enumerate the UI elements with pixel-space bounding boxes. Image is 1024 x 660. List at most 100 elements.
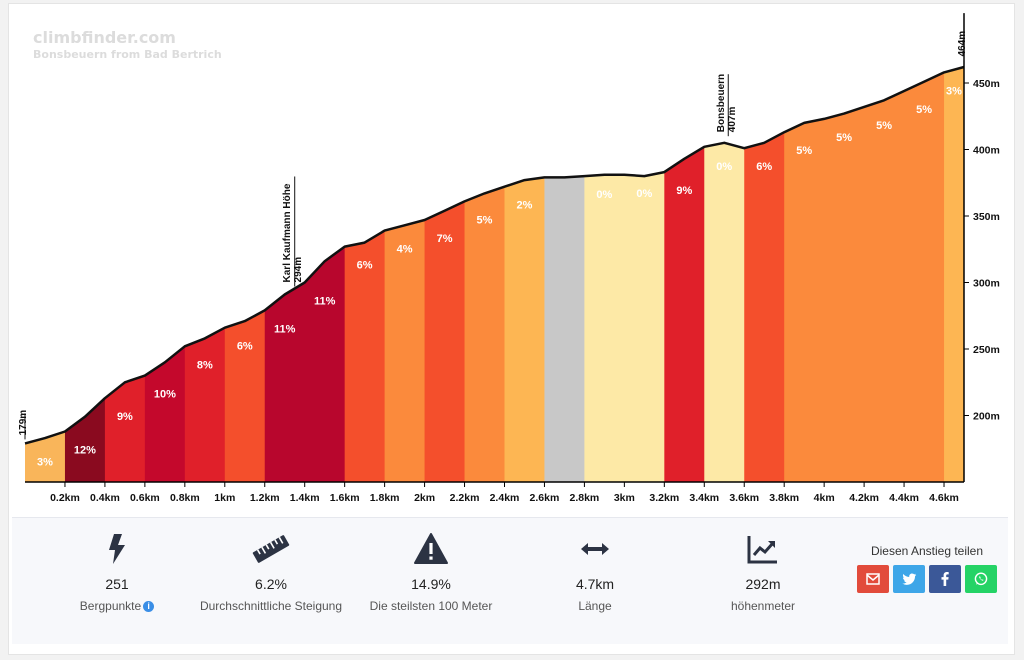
y-tick-label: 350m	[973, 211, 1000, 223]
gradient-label: 6%	[756, 161, 772, 173]
profile-line	[24, 65, 965, 445]
facebook-icon	[941, 572, 949, 586]
watermark-site: climbfinder.com	[33, 28, 176, 47]
stat-elevation-gain: 292m höhenmeter	[688, 532, 838, 615]
info-icon[interactable]: i	[143, 601, 155, 612]
gradient-segment	[824, 67, 865, 482]
gradient-segment	[624, 67, 665, 482]
gradient-segment	[864, 67, 905, 482]
gradient-label: 11%	[314, 296, 336, 308]
bolt-icon	[109, 534, 125, 564]
stat-length: 4.7km Länge	[520, 532, 670, 615]
gradient-label: 6%	[357, 260, 373, 272]
stat-label: Länge	[578, 599, 612, 613]
gradient-segment	[664, 67, 705, 482]
gradient-label: 9%	[117, 411, 133, 423]
x-tick-label: 0.8km	[170, 492, 200, 504]
watermark-subtitle: Bonsbeuern from Bad Bertrich	[33, 48, 222, 61]
x-tick-label: 3.2km	[649, 492, 679, 504]
x-tick-label: 0.2km	[50, 492, 80, 504]
gradient-segment	[224, 67, 266, 482]
gradient-segment	[784, 67, 825, 482]
x-tick-label: 0.6km	[130, 492, 160, 504]
y-tick-label: 400m	[973, 145, 1000, 157]
gradient-segment	[464, 67, 506, 482]
annotation-label: 464m	[957, 31, 968, 57]
elevation-profile-chart: 3% 12% 9% 10% 8% 6% 11% 11% 6% 4% 7% 5% 2% 0% 0% 9% 0% 6%…	[18, 13, 1000, 504]
y-tick-label: 250m	[973, 344, 1000, 356]
share-whatsapp-button[interactable]	[965, 565, 997, 593]
x-tick-label: 3.6km	[729, 492, 759, 504]
gradient-segment	[944, 67, 964, 482]
stat-bergpunkte: 251 Bergpunkte i	[42, 532, 192, 615]
x-tick-label: 1.8km	[370, 492, 400, 504]
annotation-label: Karl Kaufmann Höhe	[282, 183, 293, 282]
gradient-label: 12%	[74, 444, 96, 456]
x-tick-label: 2.2km	[450, 492, 480, 504]
gradient-label: 5%	[796, 145, 812, 157]
gradient-label: 8%	[197, 359, 213, 371]
x-tick-label: 2.6km	[530, 492, 560, 504]
gradient-segment	[144, 67, 186, 482]
x-tick-label: 3km	[614, 492, 635, 504]
annotation-label: 294m	[293, 257, 304, 283]
x-tick-label: 4km	[814, 492, 835, 504]
stat-value: 4.7km	[575, 576, 615, 592]
gradient-label: 0%	[596, 189, 612, 201]
gradient-label: 5%	[477, 214, 493, 226]
gradient-segment	[904, 67, 945, 482]
gradient-label: 11%	[274, 323, 296, 335]
gradient-label: 9%	[676, 185, 692, 197]
gradient-segment	[64, 67, 106, 482]
y-tick-label: 450m	[973, 78, 1000, 90]
stat-value: 292m	[745, 576, 781, 592]
x-tick-label: 4.2km	[849, 492, 879, 504]
share-section: Diesen Anstieg teilen	[852, 544, 1002, 593]
share-email-button[interactable]	[857, 565, 889, 593]
arrows-horizontal-icon	[581, 543, 609, 555]
stat-value: 14.9%	[411, 576, 451, 592]
stat-label: Bergpunkte	[79, 599, 142, 613]
stat-value: 251	[105, 576, 129, 592]
stat-label: Die steilsten 100 Meter	[369, 599, 493, 613]
x-tick-label: 2.4km	[490, 492, 520, 504]
share-facebook-button[interactable]	[929, 565, 961, 593]
share-twitter-button[interactable]	[893, 565, 925, 593]
gradient-segment	[504, 67, 546, 482]
gradient-label: 0%	[636, 188, 652, 200]
whatsapp-icon	[974, 572, 988, 586]
annotation-label: Bonsbeuern	[716, 74, 727, 132]
gradient-segments	[25, 67, 964, 482]
stat-label: Durchschnittliche Steigung	[199, 599, 343, 613]
x-tick-label: 1.2km	[250, 492, 280, 504]
gradient-label: 10%	[154, 389, 176, 401]
stat-value: 6.2%	[255, 576, 287, 592]
stat-label: höhenmeter	[730, 599, 796, 613]
x-tick-label: 2.8km	[570, 492, 600, 504]
stat-steepest-100m: 14.9% Die steilsten 100 Meter	[356, 532, 506, 615]
y-tick-label: 300m	[973, 278, 1000, 290]
gradient-segment	[25, 67, 66, 482]
gradient-label: 4%	[397, 244, 413, 256]
gradient-label: 5%	[916, 104, 932, 116]
gradient-label: 7%	[437, 233, 453, 245]
gradient-label: 0%	[716, 161, 732, 173]
gradient-label: 3%	[946, 85, 962, 97]
gradient-label: 5%	[836, 132, 852, 144]
ruler-icon	[252, 535, 290, 563]
x-tick-label: 4.6km	[929, 492, 959, 504]
annotation-label: 407m	[727, 107, 738, 133]
stats-bar: 251 Bergpunkte i 6.2% Durchschnittliche S…	[12, 517, 1008, 644]
gradient-label: 5%	[876, 120, 892, 132]
x-tick-label: 4.4km	[889, 492, 919, 504]
x-tick-label: 3.4km	[689, 492, 719, 504]
x-tick-label: 3.8km	[769, 492, 799, 504]
chart-up-icon	[747, 536, 777, 564]
gradient-segment	[744, 67, 785, 482]
gradient-label: 2%	[517, 200, 533, 212]
gradient-segment	[184, 67, 226, 482]
y-tick-label: 200m	[973, 411, 1000, 423]
gradient-segment	[304, 67, 346, 482]
gradient-segment	[584, 67, 625, 482]
gradient-segment	[544, 67, 586, 482]
